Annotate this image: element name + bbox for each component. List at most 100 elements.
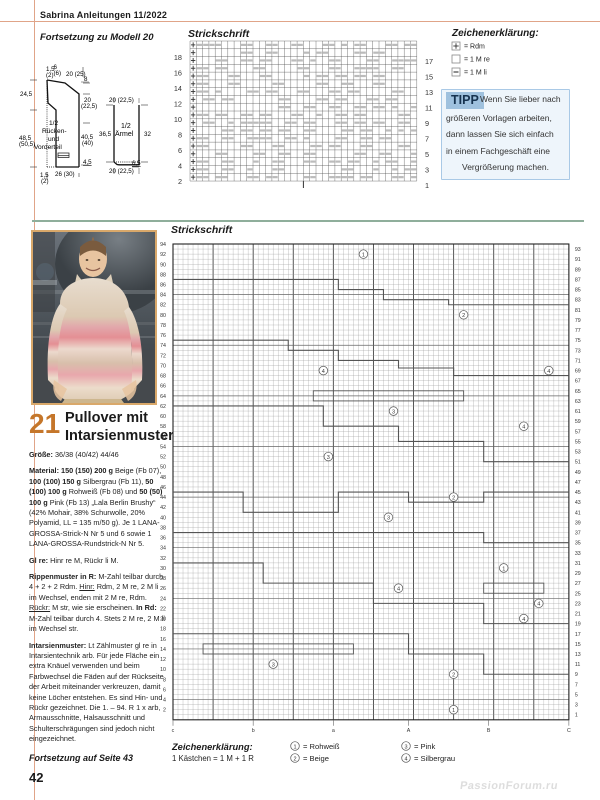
svg-text:9: 9 — [425, 119, 429, 128]
svg-text:89: 89 — [575, 267, 581, 273]
svg-text:11: 11 — [575, 662, 581, 668]
svg-text:26: 26 — [160, 586, 166, 592]
svg-text:51: 51 — [575, 460, 581, 466]
svg-text:7: 7 — [425, 135, 429, 144]
svg-text:14: 14 — [174, 84, 182, 93]
svg-text:5: 5 — [575, 692, 578, 698]
svg-text:82: 82 — [160, 303, 166, 309]
svg-text:37: 37 — [575, 531, 581, 537]
svg-text:Rücken-: Rücken- — [42, 128, 67, 135]
svg-text:3: 3 — [404, 744, 407, 750]
svg-text:48: 48 — [160, 475, 166, 481]
svg-text:16: 16 — [174, 68, 182, 77]
svg-text:5: 5 — [425, 150, 429, 159]
svg-text:62: 62 — [160, 404, 166, 410]
svg-text:32: 32 — [160, 556, 166, 562]
svg-text:Vorderteil: Vorderteil — [34, 144, 62, 151]
svg-text:= 1 M re: = 1 M re — [464, 56, 490, 63]
svg-text:a: a — [332, 728, 335, 734]
svg-text:4: 4 — [547, 369, 550, 375]
svg-text:31: 31 — [575, 561, 581, 567]
svg-text:1: 1 — [575, 713, 578, 719]
svg-text:79: 79 — [575, 318, 581, 324]
svg-text:40: 40 — [160, 515, 166, 521]
svg-text:A: A — [407, 728, 411, 734]
svg-text:4: 4 — [522, 425, 525, 431]
svg-text:27: 27 — [575, 581, 581, 587]
svg-text:55: 55 — [575, 439, 581, 445]
svg-text:92: 92 — [160, 252, 166, 258]
svg-text:(2): (2) — [41, 178, 49, 185]
svg-text:(6): (6) — [54, 70, 62, 77]
svg-text:72: 72 — [160, 353, 166, 359]
svg-text:83: 83 — [575, 298, 581, 304]
svg-text:10: 10 — [160, 667, 166, 673]
svg-text:15: 15 — [575, 642, 581, 648]
svg-text:56: 56 — [160, 434, 166, 440]
svg-text:76: 76 — [160, 333, 166, 339]
svg-text:50: 50 — [160, 465, 166, 471]
svg-text:44: 44 — [160, 495, 166, 501]
svg-text:= Rdm: = Rdm — [464, 43, 485, 50]
svg-text:1/2: 1/2 — [121, 123, 131, 130]
svg-text:36,5: 36,5 — [99, 131, 112, 138]
svg-text:1: 1 — [502, 566, 505, 572]
svg-text:36: 36 — [160, 536, 166, 542]
svg-text:= Beige: = Beige — [303, 754, 329, 763]
svg-text:(50,5): (50,5) — [19, 141, 35, 148]
svg-text:34: 34 — [160, 546, 166, 552]
svg-text:46: 46 — [160, 485, 166, 491]
svg-text:32: 32 — [144, 131, 151, 138]
svg-text:81: 81 — [575, 308, 581, 314]
svg-text:75: 75 — [575, 338, 581, 344]
svg-text:11: 11 — [425, 104, 433, 113]
svg-text:14: 14 — [160, 647, 166, 653]
svg-text:17: 17 — [575, 632, 581, 638]
svg-text:12: 12 — [174, 99, 182, 108]
svg-text:64: 64 — [160, 394, 166, 400]
svg-text:86: 86 — [160, 282, 166, 288]
svg-text:71: 71 — [575, 358, 581, 364]
svg-text:1: 1 — [425, 181, 429, 190]
svg-text:57: 57 — [575, 429, 581, 435]
svg-text:67: 67 — [575, 379, 581, 385]
svg-text:13: 13 — [575, 652, 581, 658]
svg-text:1: 1 — [293, 744, 296, 750]
svg-text:91: 91 — [575, 257, 581, 263]
svg-text:43: 43 — [575, 500, 581, 506]
svg-text:65: 65 — [575, 389, 581, 395]
svg-text:13: 13 — [425, 88, 433, 97]
svg-text:3: 3 — [327, 455, 330, 461]
svg-text:58: 58 — [160, 424, 166, 430]
svg-text:20: 20 — [160, 617, 166, 623]
svg-text:54: 54 — [160, 444, 166, 450]
svg-text:12: 12 — [160, 657, 166, 663]
svg-text:6: 6 — [163, 687, 166, 693]
svg-text:45: 45 — [575, 490, 581, 496]
svg-text:16: 16 — [160, 637, 166, 643]
svg-text:4: 4 — [404, 756, 407, 762]
svg-text:47: 47 — [575, 480, 581, 486]
svg-text:4: 4 — [537, 602, 540, 608]
svg-text:15: 15 — [425, 73, 433, 82]
svg-text:22: 22 — [160, 606, 166, 612]
svg-text:69: 69 — [575, 369, 581, 375]
svg-text:17: 17 — [425, 57, 433, 66]
svg-text:25: 25 — [575, 591, 581, 597]
svg-text:18: 18 — [160, 627, 166, 633]
svg-text:2: 2 — [452, 673, 455, 679]
svg-text:1: 1 — [362, 252, 365, 258]
svg-text:61: 61 — [575, 409, 581, 415]
svg-text:42: 42 — [160, 505, 166, 511]
svg-text:(40): (40) — [82, 140, 93, 147]
svg-text:33: 33 — [575, 551, 581, 557]
svg-text:60: 60 — [160, 414, 166, 420]
svg-text:41: 41 — [575, 510, 581, 516]
svg-text:77: 77 — [575, 328, 581, 334]
svg-text:2: 2 — [163, 708, 166, 714]
svg-text:(22,5): (22,5) — [81, 103, 97, 110]
svg-text:23: 23 — [575, 601, 581, 607]
svg-text:7: 7 — [575, 682, 578, 688]
svg-text:6,5: 6,5 — [132, 160, 141, 167]
svg-text:30: 30 — [160, 566, 166, 572]
